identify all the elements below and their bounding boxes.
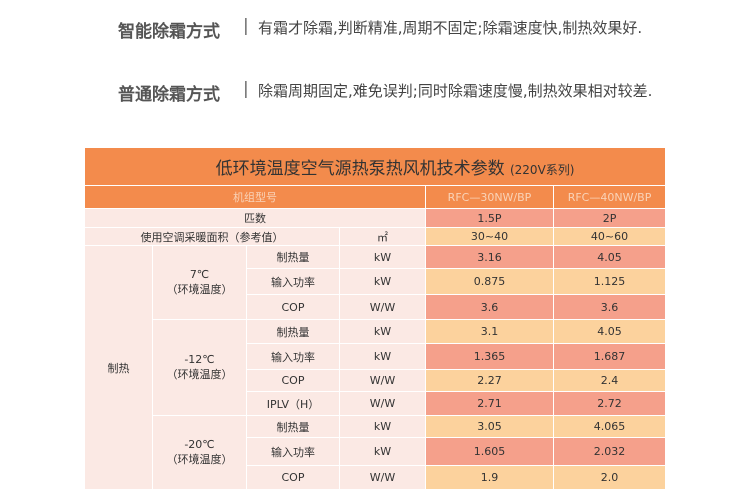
table-row: IPLV（H） W/W 2.71 2.72 <box>85 391 667 416</box>
table-row: 输入功率 kW 1.365 1.687 <box>85 343 667 370</box>
cell: 1.687 <box>552 343 667 370</box>
mode-title-normal: 普通除霜方式 <box>118 85 220 105</box>
table-row: -12℃ （环境温度） 制热量 kW 3.1 4.05 <box>85 319 667 416</box>
table-title: 低环境温度空气源热泵热风机技术参数 (220V系列) <box>83 147 667 186</box>
cell: 2.0 <box>552 465 667 490</box>
unit: kW <box>339 437 426 466</box>
cell: 2.72 <box>552 391 667 416</box>
table-row: 制热 7℃ （环境温度） 制热量 kW 3.16 4.05 <box>84 245 667 490</box>
unit: kW <box>339 319 426 344</box>
model-1: RFC—30NW/BP <box>425 185 554 209</box>
cell: 4.05 <box>552 319 667 344</box>
spec-table: 低环境温度空气源热泵热风机技术参数 (220V系列) 机组型号 RFC—30NW/… <box>83 147 667 490</box>
item-label: COP <box>246 465 340 490</box>
cell: 2.4 <box>552 369 667 392</box>
mode-title-smart: 智能除霜方式 <box>118 22 220 42</box>
item-label: 输入功率 <box>246 343 340 370</box>
model-label: 机组型号 <box>84 185 426 209</box>
unit: W/W <box>339 294 426 320</box>
cell: 3.6 <box>425 294 554 320</box>
cell: 2.032 <box>552 437 667 466</box>
table-row: 输入功率 kW 0.875 1.125 <box>85 268 667 295</box>
table-row: COP W/W 3.6 3.6 <box>85 294 667 320</box>
unit: kW <box>339 245 426 269</box>
cell: 4.05 <box>552 245 667 269</box>
unit: kW <box>339 268 426 295</box>
separator: | <box>243 16 249 36</box>
hp-label: 匹数 <box>84 208 426 228</box>
mode-desc-smart: 有霜才除霜,判断精准,周期不固定;除霜速度快,制热效果好. <box>258 19 643 37</box>
temp-label: 7℃ （环境温度） <box>152 245 247 320</box>
table-row: 输入功率 kW 1.605 2.032 <box>85 437 667 466</box>
cell: 1.9 <box>425 465 554 490</box>
cell: 3.05 <box>425 415 554 438</box>
item-label: 制热量 <box>246 245 340 269</box>
cell: 2.71 <box>425 391 554 416</box>
table-row: -20℃ （环境温度） 制热量 kW 3.05 4.065 <box>85 415 667 490</box>
item-label: 输入功率 <box>246 437 340 466</box>
area-label: 使用空调采暖面积（参考值） <box>84 227 340 246</box>
separator: | <box>243 79 249 99</box>
unit: kW <box>339 343 426 370</box>
cell: 3.1 <box>425 319 554 344</box>
unit: W/W <box>339 369 426 392</box>
cell: 1.605 <box>425 437 554 466</box>
cell: 40~60 <box>552 227 667 246</box>
cell: 1.5P <box>425 208 554 228</box>
cell: 4.065 <box>552 415 667 438</box>
unit: W/W <box>339 465 426 490</box>
item-label: 制热量 <box>246 415 340 438</box>
cell: 1.125 <box>552 268 667 295</box>
item-label: IPLV（H） <box>246 391 340 416</box>
cell: 1.365 <box>425 343 554 370</box>
unit: ㎡ <box>339 227 426 246</box>
cell: 2.27 <box>425 369 554 392</box>
temp-label: -20℃ （环境温度） <box>152 415 247 490</box>
item-label: COP <box>246 294 340 320</box>
table-row: COP W/W 1.9 2.0 <box>85 465 667 490</box>
cell: 3.16 <box>425 245 554 269</box>
unit: kW <box>339 415 426 438</box>
item-label: COP <box>246 369 340 392</box>
cell: 30~40 <box>425 227 554 246</box>
item-label: 制热量 <box>246 319 340 344</box>
section-label: 制热 <box>84 245 153 490</box>
unit: W/W <box>339 391 426 416</box>
model-2: RFC—40NW/BP <box>552 185 667 209</box>
mode-desc-normal: 除霜周期固定,难免误判;同时除霜速度慢,制热效果相对较差. <box>258 82 653 100</box>
cell: 2P <box>552 208 667 228</box>
cell: 3.6 <box>552 294 667 320</box>
item-label: 输入功率 <box>246 268 340 295</box>
temp-label: -12℃ （环境温度） <box>152 319 247 416</box>
cell: 0.875 <box>425 268 554 295</box>
